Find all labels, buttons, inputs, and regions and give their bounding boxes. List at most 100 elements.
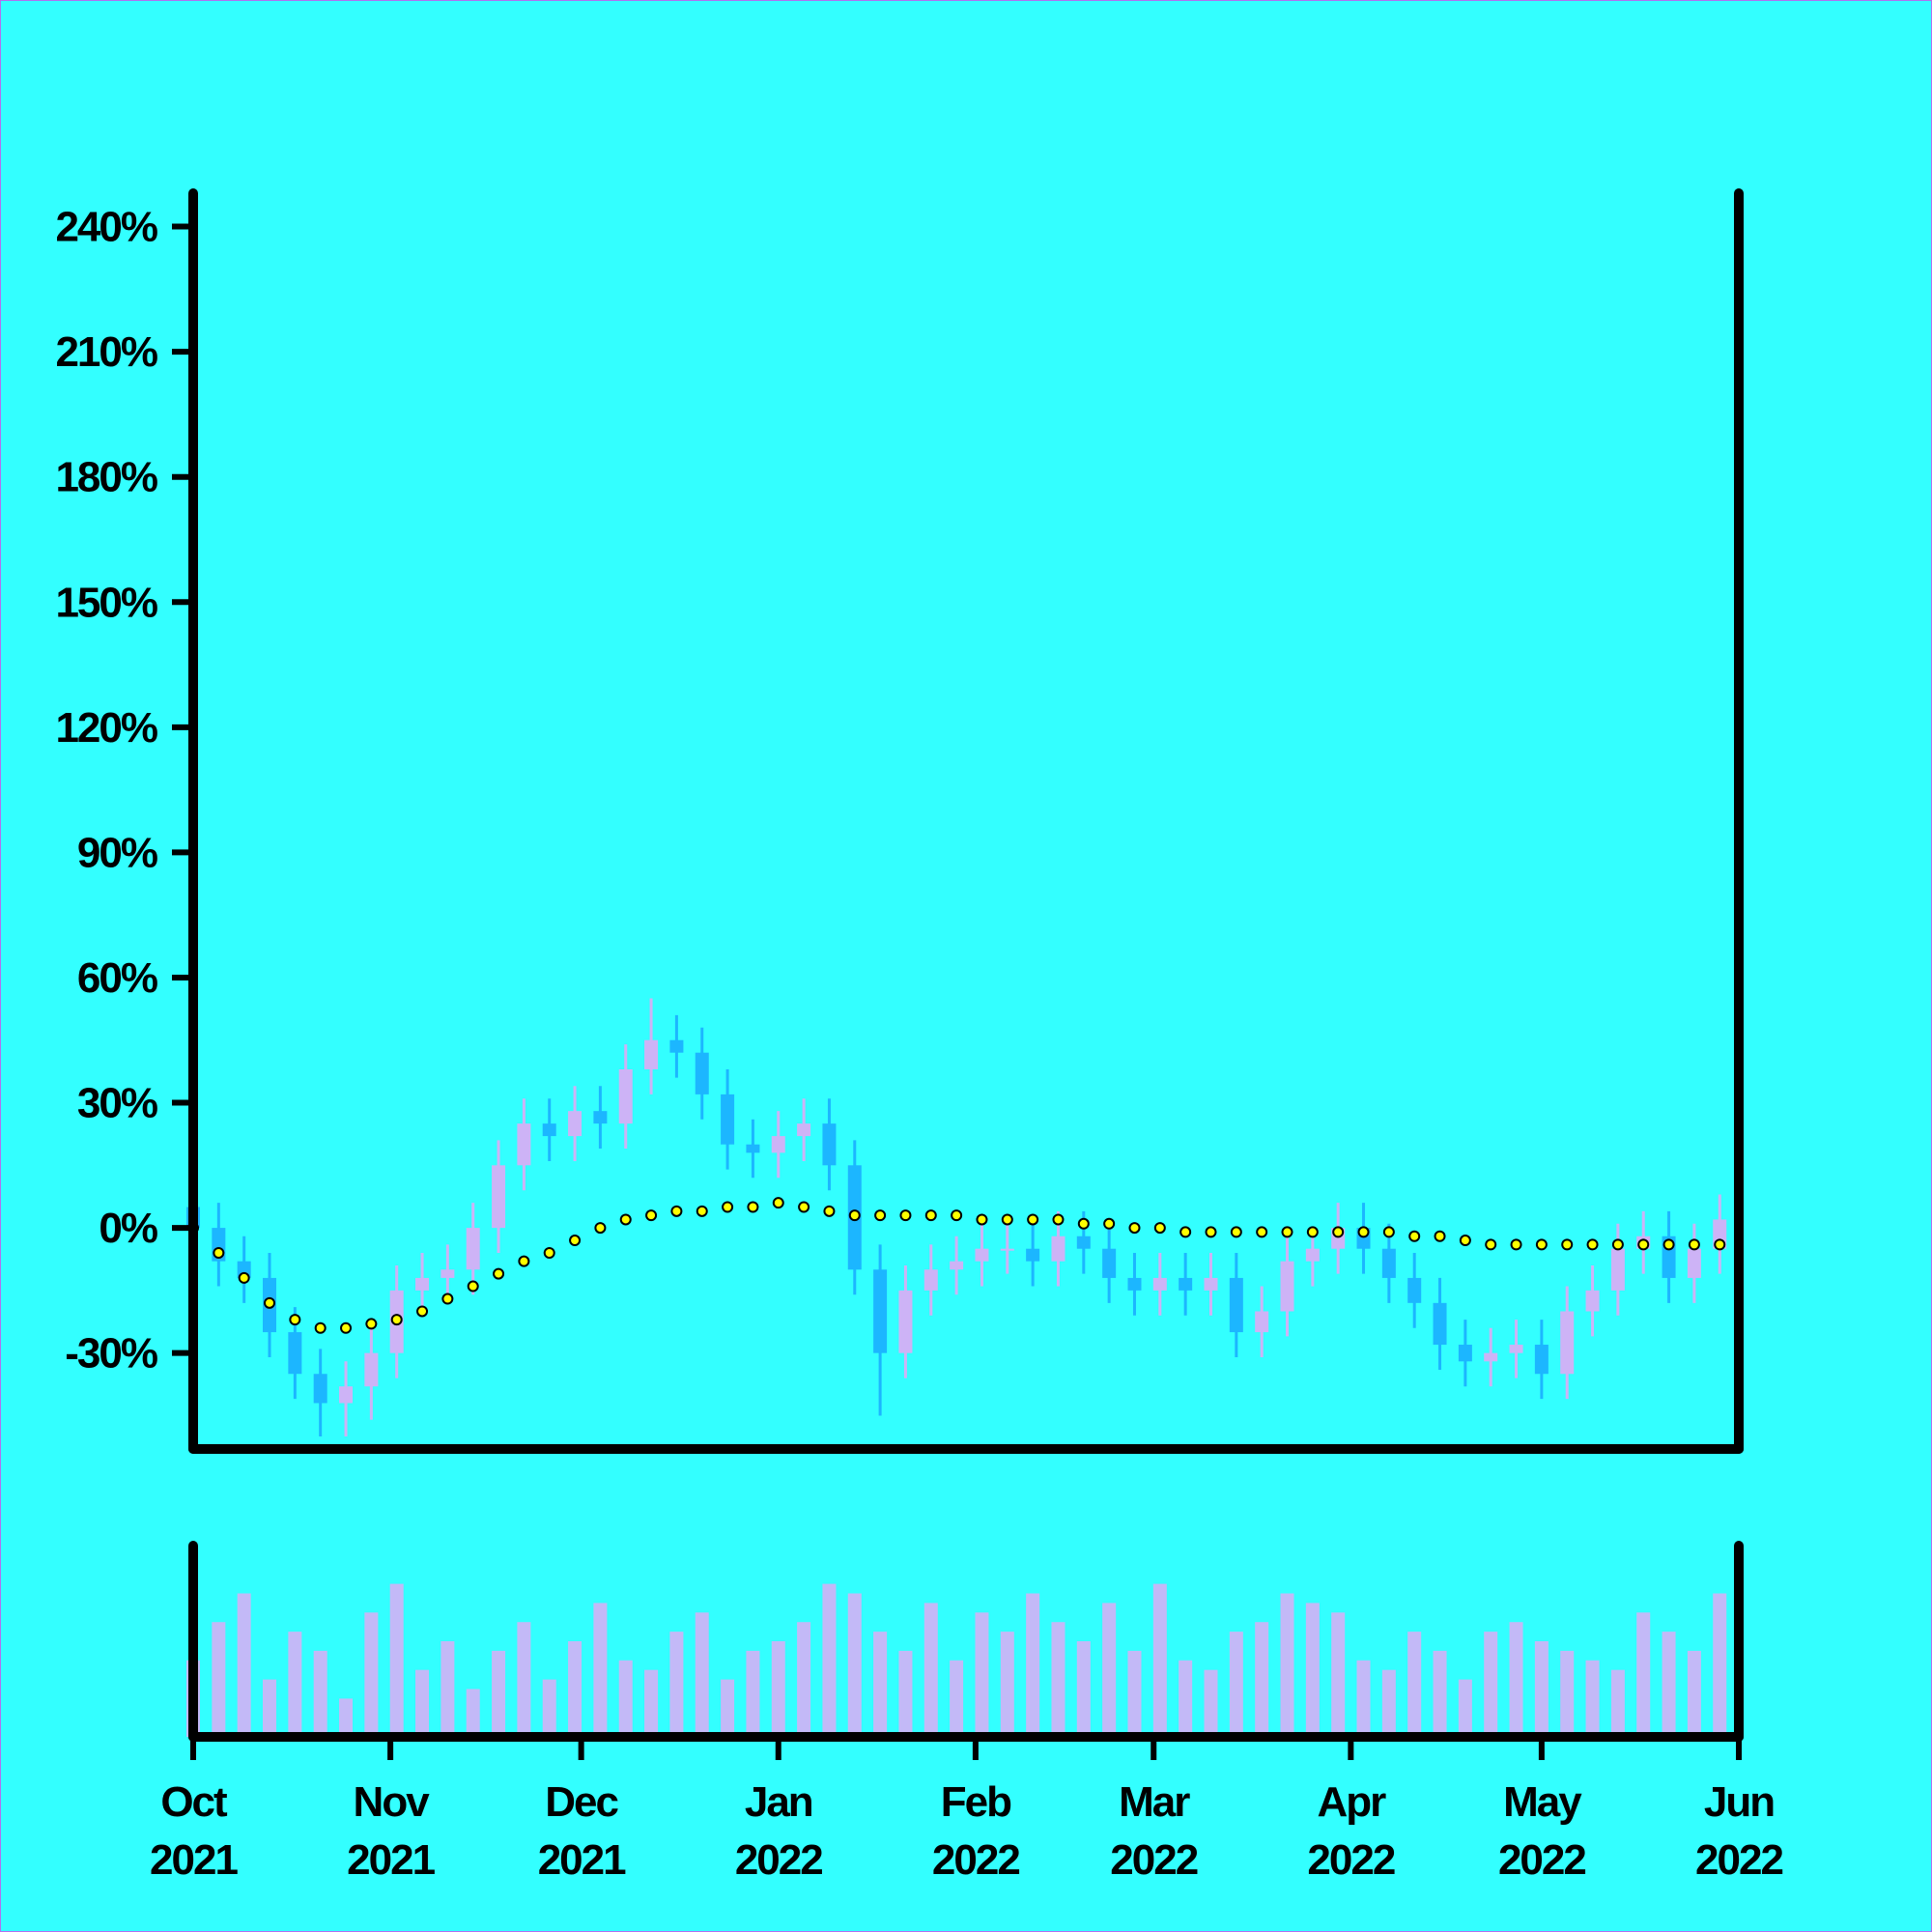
candle-body — [771, 1136, 785, 1153]
volume-bar — [542, 1679, 556, 1737]
candle-body — [1534, 1345, 1548, 1375]
ma-point — [493, 1267, 505, 1280]
volume-bar — [288, 1632, 302, 1737]
x-tick-label: May 2022 — [1498, 1778, 1585, 1884]
x-tick-year: 2022 — [1498, 1836, 1585, 1884]
ma-point — [213, 1247, 225, 1260]
volume-bar — [415, 1669, 430, 1737]
ma-point — [1306, 1226, 1319, 1238]
volume-bar — [669, 1632, 684, 1737]
candle-body — [288, 1332, 302, 1375]
ma-point — [619, 1213, 632, 1226]
candle-body — [1484, 1352, 1498, 1362]
ma-point — [1459, 1235, 1471, 1247]
candle-body — [1305, 1248, 1320, 1262]
x-tick-year: 2021 — [538, 1836, 626, 1884]
y-tick-label: 240% — [55, 204, 156, 251]
volume-bar — [847, 1593, 862, 1737]
volume-bar — [364, 1612, 379, 1737]
ma-point — [416, 1305, 429, 1318]
ma-point — [264, 1296, 276, 1309]
x-tick-label: Feb 2022 — [932, 1778, 1019, 1884]
volume-bar — [1484, 1632, 1498, 1737]
ma-point — [1179, 1226, 1192, 1238]
y-tick-label: 120% — [55, 704, 156, 752]
candle-body — [1229, 1277, 1243, 1333]
volume-bar — [1000, 1632, 1014, 1737]
ma-point — [696, 1205, 708, 1217]
x-tick-month: Jun — [1704, 1778, 1774, 1826]
ma-point — [1357, 1226, 1370, 1238]
x-tick-month: Nov — [354, 1778, 431, 1826]
candle-body — [618, 1068, 633, 1124]
volume-bar — [1331, 1612, 1346, 1737]
volume-bar — [950, 1660, 964, 1737]
volume-bar — [898, 1650, 913, 1737]
ma-point — [569, 1235, 582, 1247]
axes — [188, 188, 1744, 1742]
volume-bar — [1076, 1641, 1091, 1737]
x-tick-month: May — [1503, 1778, 1582, 1826]
candle-body — [746, 1144, 760, 1153]
candle-body — [1381, 1248, 1396, 1278]
x-tick-year: 2022 — [1695, 1836, 1782, 1884]
candle-body — [1051, 1236, 1065, 1262]
volume-bar — [1713, 1593, 1727, 1737]
x-tick-year: 2021 — [150, 1836, 238, 1884]
ma-point — [1230, 1226, 1242, 1238]
candle-body — [695, 1052, 709, 1094]
ma-point — [1256, 1226, 1268, 1238]
volume-bar — [1127, 1650, 1142, 1737]
candle-body — [1127, 1277, 1142, 1291]
x-tick-label: Mar 2022 — [1110, 1778, 1197, 1884]
volume-bar — [923, 1603, 938, 1737]
x-tick-label: Jan 2022 — [735, 1778, 822, 1884]
volume-bar — [1051, 1622, 1065, 1737]
candle-body — [644, 1039, 659, 1069]
candle-body — [1610, 1248, 1625, 1291]
ma-point — [1535, 1238, 1548, 1251]
ma-point — [1001, 1213, 1013, 1226]
volume-bar — [568, 1641, 582, 1737]
volume-bar — [1687, 1650, 1701, 1737]
candle-body — [1560, 1311, 1575, 1375]
candle-body — [898, 1290, 913, 1353]
volume-bar — [1662, 1632, 1676, 1737]
volume-bar — [1280, 1593, 1294, 1737]
volume-bar — [1179, 1660, 1193, 1737]
ma-point — [289, 1314, 301, 1326]
volume-bar — [1381, 1669, 1396, 1737]
candle-body — [923, 1269, 938, 1291]
candle-body — [1458, 1345, 1472, 1362]
volume-bar — [593, 1603, 608, 1737]
candle-body — [950, 1261, 964, 1270]
x-tick-year: 2022 — [1110, 1836, 1197, 1884]
candle-body — [669, 1039, 684, 1053]
ma-point — [1714, 1238, 1726, 1251]
ma-point — [1510, 1238, 1522, 1251]
candle-body — [339, 1386, 354, 1404]
ma-point — [924, 1209, 937, 1222]
ma-point — [645, 1209, 658, 1222]
volume-bar — [746, 1650, 760, 1737]
candle-body — [1433, 1302, 1447, 1346]
candle-body — [721, 1094, 735, 1145]
x-tick-year: 2022 — [932, 1836, 1019, 1884]
ma-point — [1153, 1222, 1166, 1235]
volume-bar — [1152, 1583, 1167, 1737]
ma-point — [1637, 1238, 1650, 1251]
volume-bar — [1102, 1603, 1117, 1737]
candle-body — [1076, 1236, 1091, 1249]
volume-bar — [1636, 1612, 1651, 1737]
ma-point — [772, 1197, 784, 1209]
volume-bar — [1458, 1679, 1472, 1737]
candle-body — [1000, 1248, 1014, 1251]
ma-point — [848, 1209, 861, 1222]
volume-bar — [237, 1593, 251, 1737]
ma-point — [238, 1271, 250, 1284]
ma-point — [1205, 1226, 1217, 1238]
volume-bar — [1585, 1660, 1600, 1737]
candle-body — [492, 1165, 506, 1229]
ma-point — [467, 1280, 479, 1293]
